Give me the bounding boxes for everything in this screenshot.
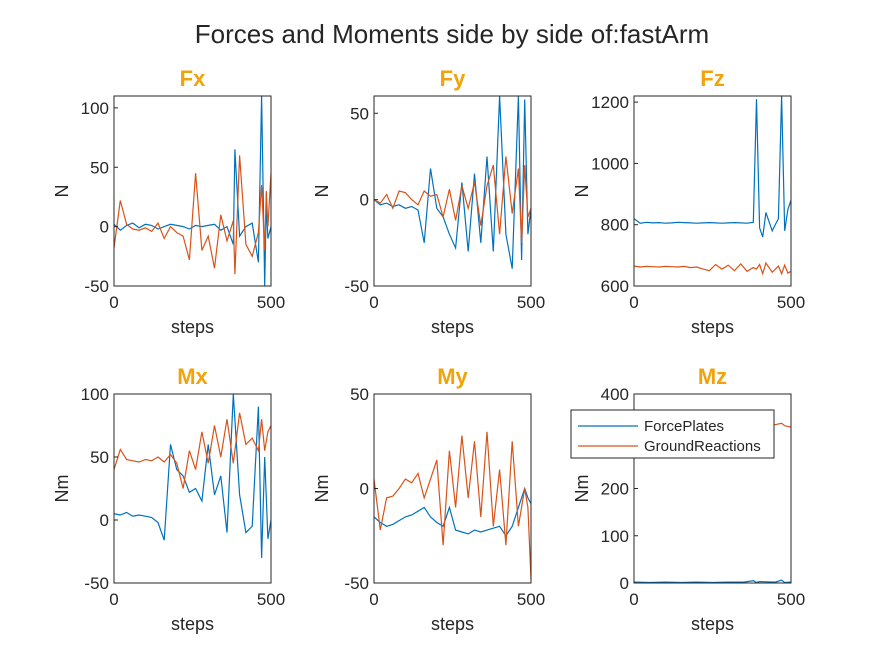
y-axis-label: Nm <box>572 475 592 503</box>
subplot-title: Mz <box>698 364 727 389</box>
series-line-forceplates <box>114 394 271 558</box>
y-tick-label: 0 <box>620 574 629 593</box>
figure-title: Forces and Moments side by side of:fastA… <box>195 19 709 49</box>
y-tick-label: 100 <box>81 99 109 118</box>
y-tick-label: 50 <box>90 448 109 467</box>
series-line-forceplates <box>634 96 791 238</box>
y-axis-label: N <box>312 185 332 198</box>
series-line-groundreactions <box>634 261 791 276</box>
x-tick-label: 500 <box>257 293 285 312</box>
x-tick-label: 0 <box>369 293 378 312</box>
y-tick-label: 0 <box>100 511 109 530</box>
y-axis-label: N <box>572 185 592 198</box>
subplot-fz: 0 500 600 800 1000 1200 Fz steps N <box>572 66 805 337</box>
axes-box <box>113 95 272 287</box>
subplot-title: Fx <box>180 66 206 91</box>
x-tick-label: 0 <box>109 293 118 312</box>
y-tick-label: -50 <box>84 574 109 593</box>
x-axis-label: steps <box>171 614 214 634</box>
y-tick-label: 50 <box>90 158 109 177</box>
x-axis-label: steps <box>431 614 474 634</box>
y-tick-label: 200 <box>601 480 629 499</box>
series-line-forceplates <box>634 579 791 583</box>
series-line-forceplates <box>374 486 531 537</box>
y-tick-label: 50 <box>350 385 369 404</box>
y-axis-label: Nm <box>312 475 332 503</box>
x-axis-label: steps <box>691 317 734 337</box>
y-tick-label: 0 <box>100 218 109 237</box>
series-line-groundreactions <box>114 155 271 275</box>
y-axis-label: N <box>52 185 72 198</box>
series-line-groundreactions <box>114 412 271 489</box>
x-tick-label: 500 <box>777 590 805 609</box>
x-tick-label: 0 <box>109 590 118 609</box>
axes-box <box>373 95 532 287</box>
x-tick-label: 500 <box>517 293 545 312</box>
subplot-title: Fz <box>700 66 724 91</box>
y-tick-label: 100 <box>601 527 629 546</box>
legend-entry-label: GroundReactions <box>644 438 761 455</box>
y-tick-label: -50 <box>344 574 369 593</box>
x-tick-label: 0 <box>629 293 638 312</box>
x-tick-label: 500 <box>257 590 285 609</box>
x-axis-label: steps <box>691 614 734 634</box>
series-line-forceplates <box>114 96 271 286</box>
y-tick-label: 1000 <box>591 154 629 173</box>
y-tick-label: -50 <box>344 277 369 296</box>
y-tick-label: 400 <box>601 385 629 404</box>
y-tick-label: -50 <box>84 277 109 296</box>
x-tick-label: 0 <box>369 590 378 609</box>
x-tick-label: 500 <box>777 293 805 312</box>
y-tick-label: 600 <box>601 277 629 296</box>
series-line-groundreactions <box>374 431 531 580</box>
subplot-title: Mx <box>177 364 208 389</box>
y-tick-label: 0 <box>360 480 369 499</box>
series-line-forceplates <box>374 96 531 269</box>
subplot-title: My <box>437 364 468 389</box>
subplot-title: Fy <box>440 66 466 91</box>
y-tick-label: 800 <box>601 216 629 235</box>
x-axis-label: steps <box>431 317 474 337</box>
legend[interactable]: ForcePlates GroundReactions <box>570 409 775 459</box>
y-tick-label: 50 <box>350 104 369 123</box>
legend-entry-label: ForcePlates <box>644 418 724 435</box>
y-tick-label: 1200 <box>591 93 629 112</box>
y-tick-label: 0 <box>360 191 369 210</box>
axes-box <box>113 393 272 584</box>
x-tick-label: 500 <box>517 590 545 609</box>
y-tick-label: 100 <box>81 385 109 404</box>
series-line-groundreactions <box>374 156 531 243</box>
subplot-mz: 05000100200300400MzstepsNm <box>572 364 805 634</box>
y-axis-label: Nm <box>52 475 72 503</box>
x-tick-label: 0 <box>629 590 638 609</box>
axes-box <box>633 95 792 287</box>
x-axis-label: steps <box>171 317 214 337</box>
axes-box <box>373 393 532 584</box>
legend-box <box>570 409 775 459</box>
